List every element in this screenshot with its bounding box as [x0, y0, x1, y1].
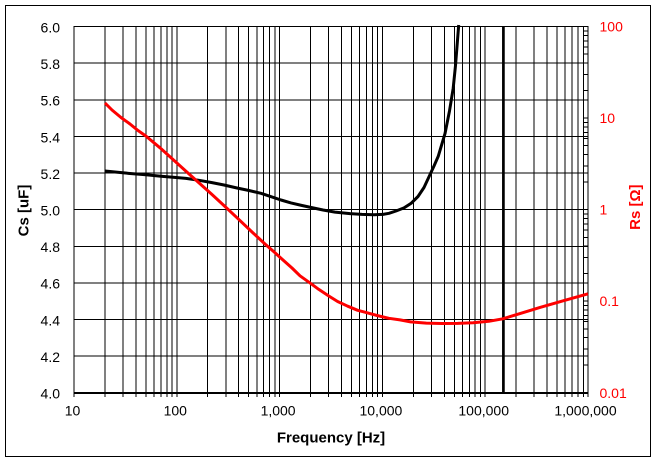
svg-text:5.8: 5.8: [41, 56, 61, 72]
svg-text:10: 10: [600, 110, 616, 126]
svg-text:5.4: 5.4: [41, 129, 61, 145]
svg-text:100,000: 100,000: [458, 402, 509, 418]
svg-text:4.4: 4.4: [41, 312, 61, 328]
svg-text:0.01: 0.01: [600, 385, 627, 401]
svg-text:100: 100: [600, 19, 624, 35]
svg-text:5.6: 5.6: [41, 93, 61, 109]
svg-text:10,000: 10,000: [359, 402, 402, 418]
svg-text:5.0: 5.0: [41, 203, 61, 219]
svg-text:Cs [uF]: Cs [uF]: [15, 185, 32, 237]
svg-text:6.0: 6.0: [41, 19, 61, 35]
svg-text:1,000: 1,000: [261, 402, 296, 418]
svg-text:Frequency [Hz]: Frequency [Hz]: [277, 430, 385, 447]
svg-text:4.6: 4.6: [41, 276, 61, 292]
svg-text:1,000,000: 1,000,000: [554, 402, 616, 418]
svg-text:4.2: 4.2: [41, 349, 61, 365]
svg-text:4.0: 4.0: [41, 386, 61, 402]
svg-text:5.2: 5.2: [41, 166, 61, 182]
svg-text:0.1: 0.1: [600, 293, 620, 309]
svg-text:Rs [Ω]: Rs [Ω]: [627, 185, 644, 230]
svg-text:1: 1: [600, 202, 608, 218]
svg-text:4.8: 4.8: [41, 239, 61, 255]
svg-text:100: 100: [164, 402, 188, 418]
svg-text:10: 10: [65, 402, 81, 418]
